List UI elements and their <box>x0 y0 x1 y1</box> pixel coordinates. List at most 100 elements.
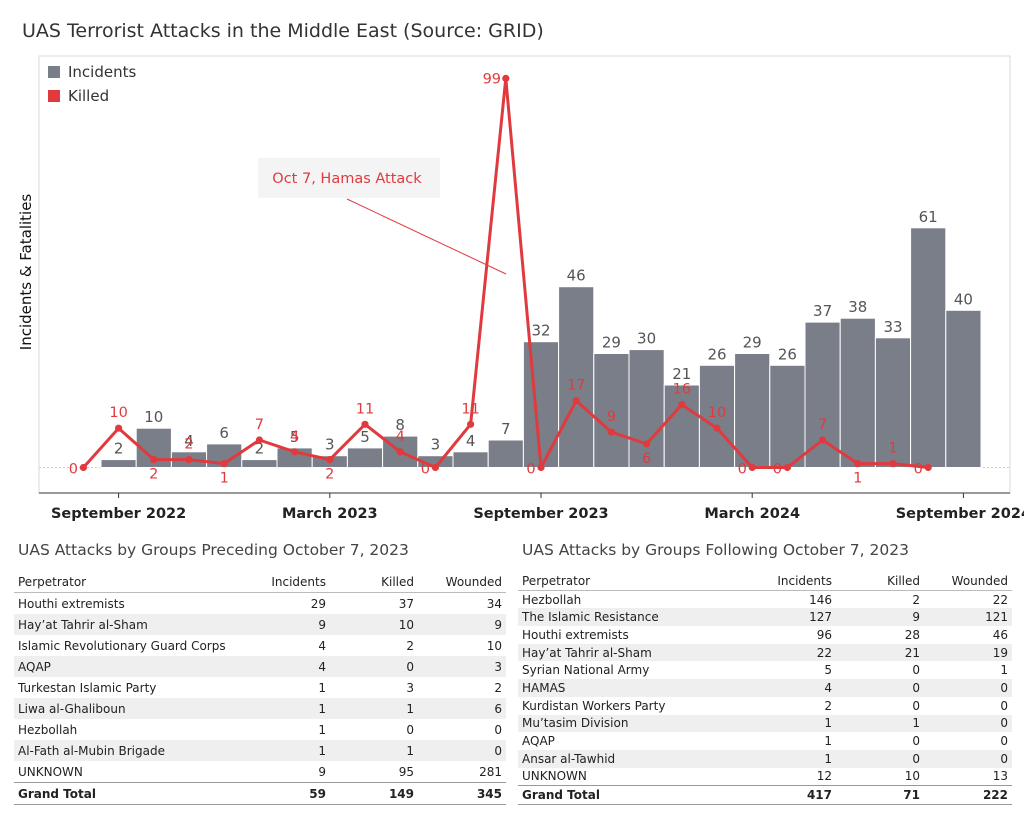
bar-value-label: 40 <box>954 290 973 308</box>
value-cell: 10 <box>486 638 502 653</box>
perpetrator-cell: Hay’at Tahrir al-Sham <box>14 614 242 635</box>
killed-point <box>854 460 862 468</box>
value-cell: 0 <box>924 714 1012 733</box>
killed-value-label: 1 <box>888 441 897 457</box>
killed-value-label: 2 <box>325 467 334 483</box>
killed-point <box>783 463 792 472</box>
column-header: Wounded <box>418 572 506 593</box>
killed-point <box>326 456 334 464</box>
value-cell: 9 <box>242 614 330 635</box>
perpetrator-cell: Al-Fath al-Mubin Brigade <box>14 740 242 761</box>
bar <box>487 439 524 468</box>
legend: Incidents Killed <box>48 63 136 105</box>
killed-point <box>713 424 721 432</box>
bar-value-label: 2 <box>255 440 265 458</box>
perpetrator-cell: Kurdistan Workers Party <box>522 698 666 713</box>
killed-value-label: 16 <box>673 382 691 398</box>
legend-swatch <box>48 66 60 78</box>
bar-value-label: 3 <box>431 436 441 454</box>
perpetrator-cell: Islamic Revolutionary Guard Corps <box>18 638 226 653</box>
bar <box>593 353 630 468</box>
table-row: Hay’at Tahrir al-Sham 9 10 9 <box>14 614 506 635</box>
killed-point <box>115 424 123 432</box>
value-cell: 0 <box>836 679 924 697</box>
bar-value-label: 5 <box>360 428 370 446</box>
column-header: Perpetrator <box>518 572 748 591</box>
value-cell: 9 <box>318 764 326 779</box>
table-row: Houthi extremists 29 37 34 <box>14 593 506 615</box>
legend-label: Incidents <box>68 63 136 81</box>
value-cell: 1 <box>836 714 924 733</box>
killed-value-label: 6 <box>642 451 651 467</box>
bar-value-label: 26 <box>778 345 797 363</box>
killed-value-label: 2 <box>184 437 193 453</box>
column-header: Perpetrator <box>14 572 242 593</box>
line-series <box>79 74 932 472</box>
value-cell: 29 <box>310 596 326 611</box>
bar-value-label: 38 <box>848 298 867 316</box>
table-row: Islamic Revolutionary Guard Corps 4 2 10 <box>14 635 506 656</box>
perpetrator-cell: AQAP <box>14 656 242 677</box>
total-cell: 345 <box>418 782 506 805</box>
killed-point <box>607 428 616 436</box>
bar <box>241 459 278 469</box>
x-tick-label: September 2024 <box>896 506 1024 522</box>
bar-value-label: 4 <box>184 432 194 450</box>
value-cell: 0 <box>1000 734 1008 749</box>
total-cell: 417 <box>748 785 836 805</box>
value-cell: 0 <box>418 740 506 761</box>
column-header: Incidents <box>242 572 330 593</box>
perpetrator-cell: Liwa al-Ghaliboun <box>14 698 242 719</box>
bar-value-label: 29 <box>743 334 762 352</box>
value-cell: 34 <box>486 596 502 611</box>
value-cell: 96 <box>816 627 832 642</box>
killed-point <box>819 436 827 444</box>
killed-point <box>643 440 651 448</box>
value-cell: 3 <box>406 680 414 695</box>
value-cell: 12 <box>816 769 832 784</box>
value-cell: 9 <box>836 608 924 627</box>
total-cell: 59 <box>242 782 330 805</box>
y-axis-label: Incidents & Fatalities <box>17 194 35 351</box>
table-row: UNKNOWN 9 95 281 <box>14 761 506 783</box>
bar-value-label: 2 <box>114 440 124 458</box>
table-row: HAMAS 4 0 0 <box>518 679 1012 697</box>
killed-point <box>185 456 193 464</box>
bar <box>910 227 947 468</box>
killed-value-label: 99 <box>483 71 501 87</box>
table-row: Kurdistan Workers Party 2 0 0 <box>518 697 1012 715</box>
value-cell: 1 <box>318 722 326 737</box>
killed-value-label: 1 <box>220 471 229 487</box>
annotation-box <box>258 158 440 198</box>
table-after-title: UAS Attacks by Groups Following October … <box>522 541 909 559</box>
killed-point <box>396 448 404 456</box>
value-cell: 1 <box>824 734 832 749</box>
killed-value-label: 7 <box>255 417 264 433</box>
column-header: Killed <box>836 572 924 591</box>
value-cell: 0 <box>1000 698 1008 713</box>
bar <box>100 459 137 469</box>
value-cell: 95 <box>398 764 414 779</box>
killed-value-label: 0 <box>421 462 430 478</box>
value-cell: 4 <box>242 656 330 677</box>
value-cell: 121 <box>924 608 1012 627</box>
killed-point <box>924 463 932 472</box>
killed-value-label: 10 <box>109 405 127 421</box>
perpetrator-cell: The Islamic Resistance <box>518 608 748 627</box>
table-row: UNKNOWN 12 10 13 <box>518 768 1012 786</box>
bar <box>734 353 771 468</box>
table-row: Mu’tasim Division 1 1 0 <box>518 714 1012 733</box>
killed-point <box>150 456 158 464</box>
value-cell: 10 <box>904 769 920 784</box>
chart-title: UAS Terrorist Attacks in the Middle East… <box>22 20 544 42</box>
perpetrator-cell: AQAP <box>522 734 555 749</box>
bar <box>839 317 876 469</box>
killed-value-label: 4 <box>396 429 405 445</box>
value-cell: 0 <box>330 656 418 677</box>
bar-value-label: 37 <box>813 302 832 320</box>
bar <box>628 349 665 469</box>
perpetrator-cell: Turkestan Islamic Party <box>18 680 157 695</box>
killed-value-label: 4 <box>290 429 299 445</box>
perpetrator-cell: Hezbollah <box>18 722 78 737</box>
